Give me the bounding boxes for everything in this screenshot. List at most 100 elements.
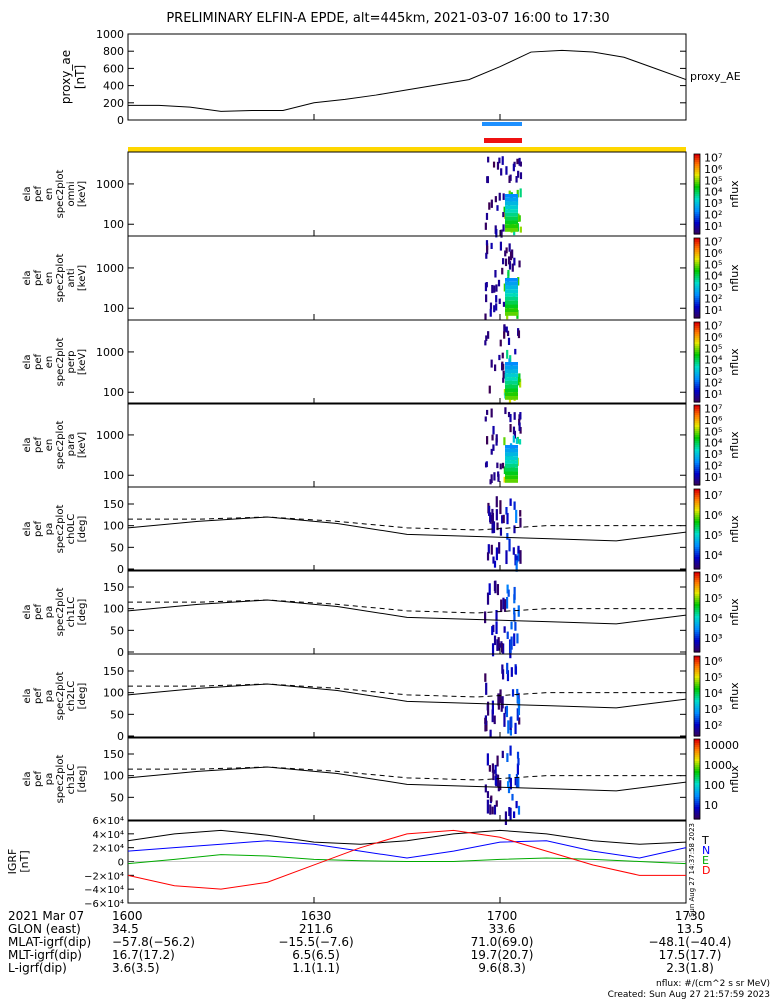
- spectrogram-cell: [493, 635, 497, 646]
- ytick-label: 0: [117, 646, 124, 659]
- colorbar-segment: [694, 334, 700, 337]
- spectrogram-cell: [506, 753, 509, 763]
- spectrogram-cell: [493, 804, 497, 815]
- colorbar-segment: [694, 531, 700, 534]
- spectrogram-cell: [507, 269, 510, 277]
- colorbar-label: nflux: [728, 515, 741, 543]
- ytick-label: 1000: [96, 346, 124, 359]
- spectrogram-cell: [485, 294, 488, 303]
- colorbar-tick-label: 10⁵: [704, 529, 722, 542]
- spectrogram-cell: [512, 811, 516, 819]
- spectrogram-cell: [513, 525, 516, 534]
- colorbar-segment: [694, 396, 700, 399]
- colorbar-segment: [694, 186, 700, 189]
- spectrogram-cell: [496, 755, 499, 767]
- spectrogram-cell: [505, 312, 518, 316]
- colorbar-tick-label: 10²: [704, 460, 722, 473]
- ytick-label: 100: [103, 770, 124, 783]
- colorbar-segment: [694, 184, 700, 187]
- spectrogram-cell: [493, 715, 496, 725]
- colorbar-segment: [694, 529, 700, 532]
- spectrogram-cell: [505, 201, 518, 206]
- colorbar-segment: [694, 196, 700, 199]
- colorbar-tick-label: 10⁴: [704, 549, 723, 562]
- colorbar-segment: [694, 336, 700, 339]
- spectrogram-cell: [519, 510, 522, 517]
- spectrogram-cell: [498, 542, 501, 554]
- spectrogram-cell: [486, 409, 489, 415]
- spectrogram-cell: [514, 778, 517, 786]
- panel-ylabel-line: pef: [33, 521, 44, 538]
- panel-frame: [127, 319, 687, 405]
- spectrogram-cell: [507, 411, 511, 418]
- colorbar-segment: [694, 696, 700, 699]
- colorbar-tick-label: 1000: [704, 759, 732, 772]
- spectrogram-cell: [517, 277, 520, 286]
- spectrogram-cell: [519, 378, 522, 388]
- ytick-label: 150: [103, 748, 124, 761]
- colorbar-label: nflux: [728, 682, 741, 710]
- panel-frame: [127, 736, 687, 822]
- colorbar-segment: [694, 720, 700, 723]
- ytick-label: 50: [110, 541, 124, 554]
- xaxis-row-value: −57.8(−56.2): [112, 935, 195, 949]
- colorbar-segment: [694, 694, 700, 697]
- colorbar-segment: [694, 224, 700, 227]
- panel-ylabel-line: pa: [44, 523, 55, 535]
- panel-ylabel-line: pef: [33, 688, 44, 705]
- colorbar-segment: [694, 292, 700, 295]
- colorbar-label: nflux: [728, 765, 741, 793]
- spectrogram-cell: [518, 422, 521, 431]
- colorbar-segment: [694, 230, 700, 233]
- spectrogram-cell: [518, 260, 521, 268]
- colorbar-segment: [694, 664, 700, 667]
- spectrogram-cell: [505, 388, 518, 393]
- colorbar-segment: [694, 789, 700, 792]
- spectrogram-cell: [516, 751, 520, 759]
- spectrogram-cell: [485, 252, 488, 259]
- colorbar-segment: [694, 240, 700, 243]
- colorbar-segment: [694, 811, 700, 814]
- colorbar-segment: [694, 156, 700, 159]
- xaxis-row-value: 13.5: [677, 922, 704, 936]
- colorbar-segment: [694, 759, 700, 762]
- colorbar-segment: [694, 226, 700, 229]
- colorbar-segment: [694, 356, 700, 359]
- colorbar-segment: [694, 586, 700, 589]
- colorbar-segment: [694, 260, 700, 263]
- spectrogram-cell: [491, 522, 494, 534]
- colorbar-segment: [694, 188, 700, 191]
- colorbar-segment: [694, 342, 700, 345]
- spectrogram-cell: [513, 612, 516, 622]
- spectrogram-cell: [505, 216, 518, 221]
- colorbar-segment: [694, 507, 700, 510]
- colorbar-segment: [694, 453, 700, 456]
- panel-ylabel-line: ela: [22, 270, 33, 285]
- xaxis-row-value: 34.5: [112, 922, 139, 936]
- ytick-label: 100: [103, 603, 124, 616]
- spectrogram-cell: [505, 194, 518, 198]
- xaxis-row-value: 2.3(1.8): [666, 961, 714, 975]
- anti-loss-cone-line: [128, 599, 686, 614]
- colorbar-frame: [693, 237, 701, 319]
- spectrogram-cell: [513, 607, 516, 615]
- spectrogram-cell: [514, 621, 517, 631]
- colorbar-segment: [694, 656, 700, 659]
- colorbar-segment: [694, 441, 700, 444]
- colorbar-segment: [694, 332, 700, 335]
- spectrogram-cell: [505, 278, 518, 282]
- colorbar-segment: [694, 433, 700, 436]
- colorbar-tick-label: 10²: [704, 377, 722, 390]
- colorbar-segment: [694, 308, 700, 311]
- colorbar-segment: [694, 777, 700, 780]
- spectrogram-cell: [505, 705, 509, 718]
- colorbar-segment: [694, 555, 700, 558]
- colorbar-segment: [694, 405, 700, 408]
- spectrogram-cell: [500, 168, 503, 176]
- colorbar-segment: [694, 741, 700, 744]
- spectrogram-cell: [505, 452, 518, 457]
- colorbar-segment: [694, 684, 700, 687]
- spectrogram-cell: [508, 395, 512, 405]
- colorbar-segment: [694, 648, 700, 651]
- spectrogram-cell: [518, 157, 521, 166]
